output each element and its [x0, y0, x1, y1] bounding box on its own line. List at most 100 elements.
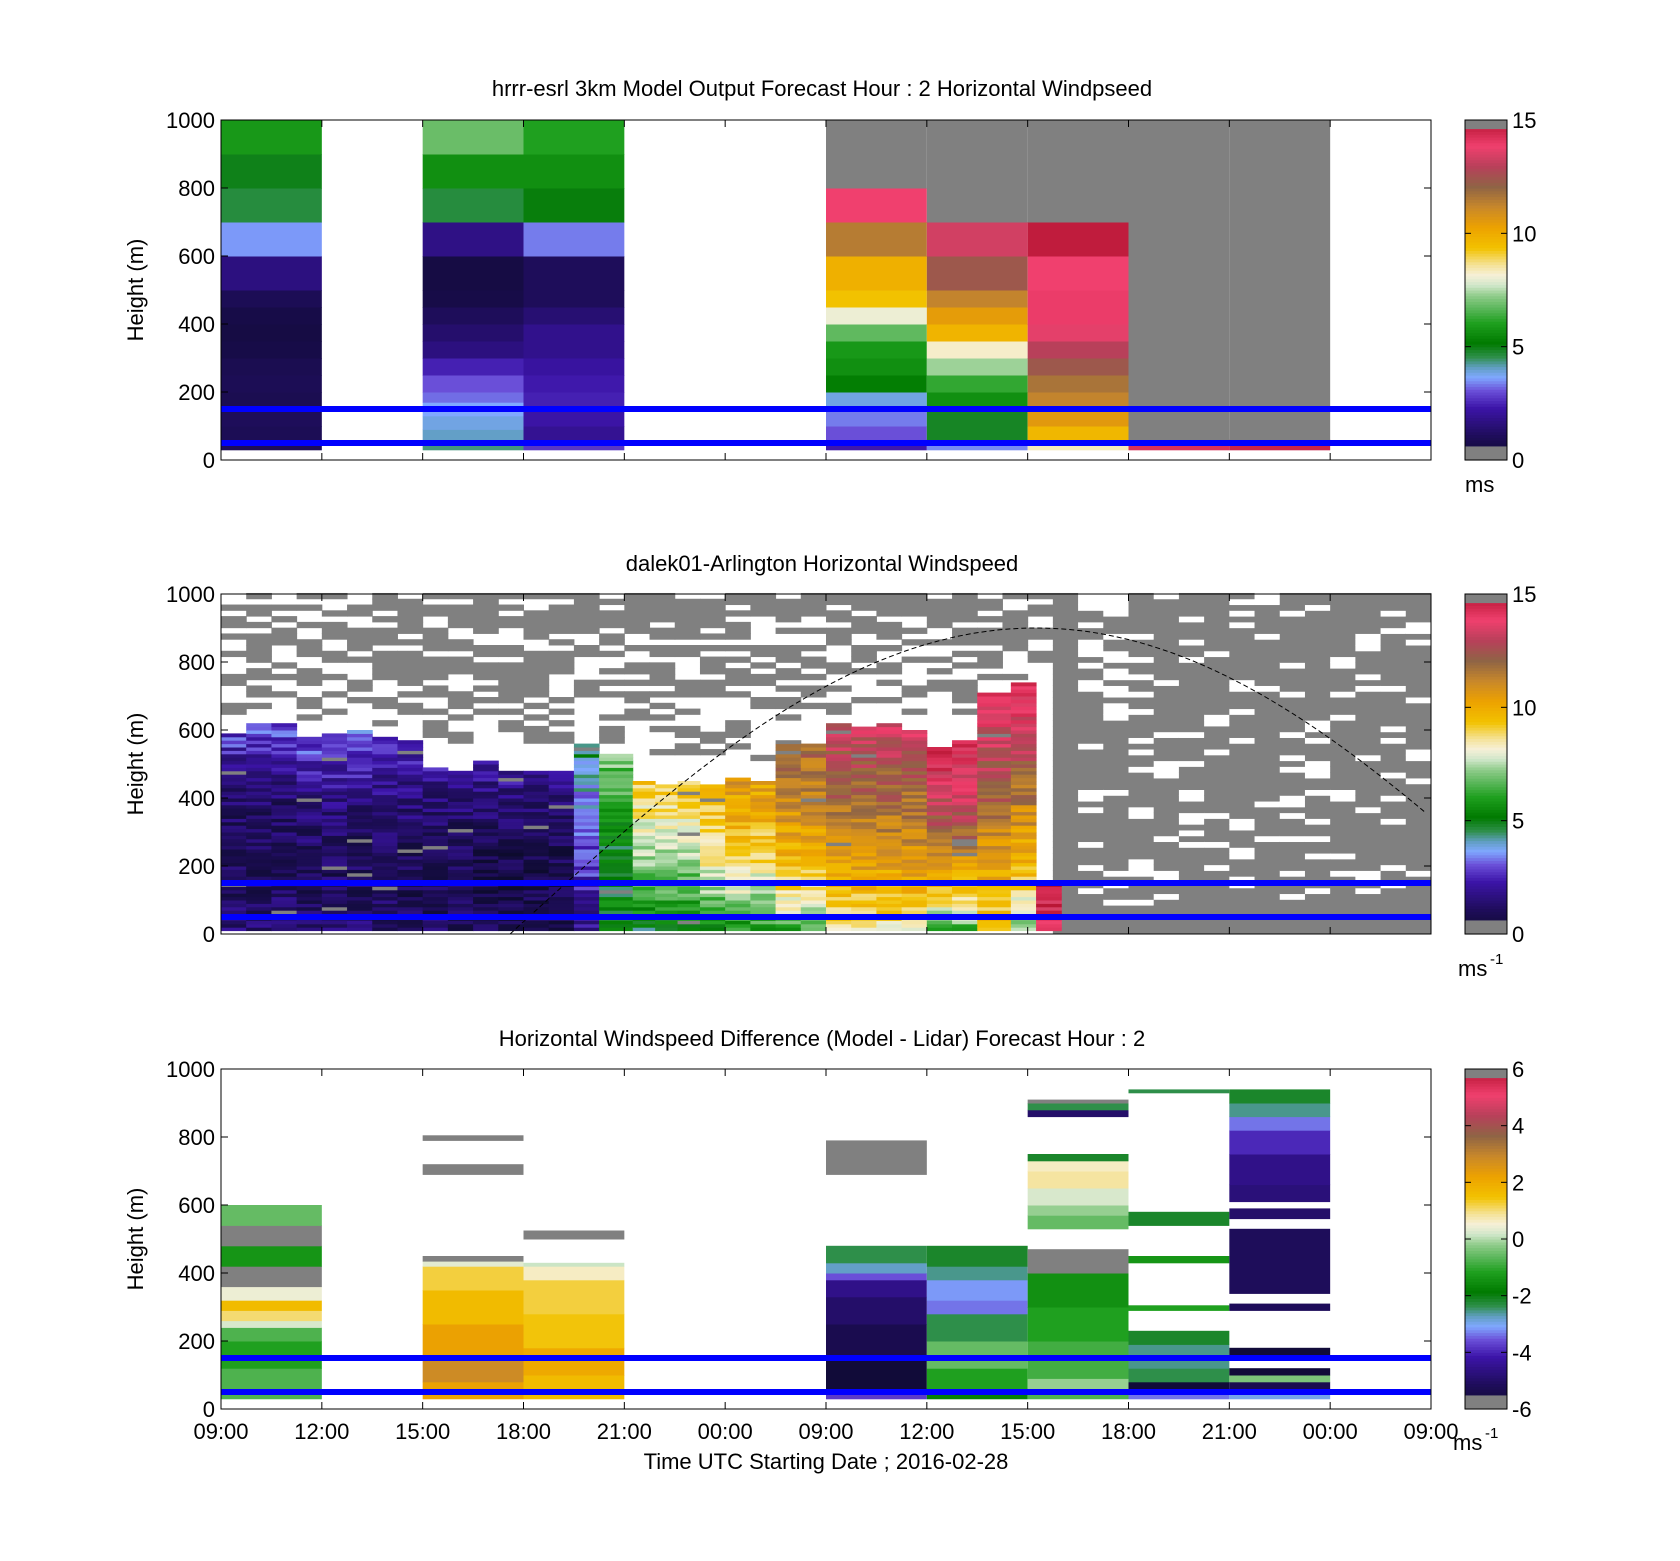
lidar-cell — [1405, 714, 1432, 721]
lidar-cell — [952, 808, 978, 813]
lidar-cell — [347, 784, 373, 789]
lidar-cell — [372, 859, 398, 864]
lidar-cell — [1052, 853, 1079, 860]
lidar-cell — [1128, 598, 1155, 606]
lidar-cell — [952, 801, 978, 806]
lidar-cell — [221, 736, 247, 741]
lidar-cell — [1010, 889, 1037, 894]
lidar-cell — [699, 900, 726, 904]
lidar-cell — [1010, 859, 1037, 864]
lidar-cell — [750, 859, 777, 864]
lidar-cell — [246, 821, 272, 826]
lidar-cell — [221, 825, 247, 830]
lidar-cell — [1204, 893, 1230, 900]
heatmap-cell — [422, 375, 524, 393]
lidar-cell — [548, 708, 575, 715]
lidar-cell — [699, 872, 726, 877]
lidar-cell — [1036, 906, 1062, 911]
colorbar-segment — [1465, 443, 1507, 447]
lidar-cell — [1204, 598, 1230, 606]
colorbar-segment — [1465, 630, 1507, 635]
lidar-cell — [1128, 922, 1155, 929]
lidar-cell — [952, 804, 978, 809]
colorbar-segment — [1465, 1219, 1507, 1223]
lidar-cell — [1052, 610, 1079, 617]
colorbar-segment — [1465, 1190, 1507, 1195]
lidar-cell — [1229, 731, 1256, 738]
lidar-cell — [1380, 662, 1407, 669]
lidar-cell — [1254, 760, 1281, 767]
lidar-cell — [775, 876, 802, 881]
lidar-cell — [926, 781, 953, 785]
heatmap-cell — [422, 358, 524, 376]
lidar-cell — [1128, 864, 1155, 871]
lidar-cell — [1380, 812, 1407, 819]
lidar-cell — [800, 604, 827, 611]
lidar-cell — [826, 804, 852, 809]
lidar-cell — [632, 842, 656, 847]
lidar-cell — [926, 787, 953, 792]
lidar-cell — [1355, 708, 1382, 715]
lidar-cell — [599, 835, 634, 840]
lidar-cell — [725, 691, 751, 698]
colorbar-segment — [1465, 625, 1507, 629]
colorbar-segment — [1465, 1122, 1507, 1127]
colorbar-segment — [1465, 128, 1507, 132]
colorbar-segment — [1465, 196, 1507, 200]
lidar-cell — [246, 927, 272, 932]
lidar-cell — [498, 852, 524, 857]
lidar-cell — [573, 770, 600, 775]
lidar-cell — [1405, 876, 1432, 883]
lidar-cell — [624, 714, 651, 721]
lidar-cell — [876, 767, 903, 772]
lidar-cell — [775, 896, 802, 901]
lidar-cell — [321, 808, 348, 813]
lidar-cell — [1355, 887, 1382, 895]
lidar-cell — [1330, 893, 1356, 900]
lidar-cell — [372, 736, 398, 741]
colorbar-segment — [1465, 854, 1507, 859]
lidar-cell — [699, 849, 726, 853]
lidar-cell — [1279, 650, 1306, 658]
lidar-cell — [952, 679, 978, 686]
colorbar-segment — [1465, 1355, 1507, 1359]
lidar-cell — [977, 869, 1012, 874]
lidar-cell — [523, 811, 550, 816]
heatmap-cell — [1027, 1378, 1129, 1390]
lidar-cell — [1153, 725, 1180, 733]
lidar-cell — [1153, 824, 1180, 831]
lidar-cell — [1178, 679, 1205, 686]
lidar-cell — [655, 815, 679, 819]
colorbar-segment — [1465, 1392, 1507, 1396]
lidar-cell — [1153, 702, 1180, 710]
lidar-cell — [372, 757, 398, 762]
lidar-cell — [1103, 673, 1129, 681]
lidar-cell — [1355, 870, 1382, 877]
lidar-cell — [347, 828, 373, 833]
lidar-cell — [1010, 927, 1037, 932]
lidar-cell — [1204, 824, 1230, 831]
lidar-cell — [321, 842, 348, 847]
lidar-cell — [977, 750, 1012, 755]
lidar-cell — [725, 893, 751, 898]
lidar-cell — [523, 798, 550, 802]
lidar-cell — [926, 845, 953, 850]
lidar-cell — [473, 777, 499, 782]
lidar-cell — [1254, 691, 1281, 698]
lidar-cell — [1178, 708, 1205, 715]
lidar-cell — [800, 656, 827, 663]
lidar-cell — [1052, 772, 1079, 779]
lidar-cell — [952, 697, 978, 704]
lidar-cell — [473, 852, 499, 857]
lidar-cell — [599, 791, 634, 796]
lidar-cell — [1010, 719, 1037, 724]
lidar-cell — [548, 825, 575, 830]
colorbar-segment — [1465, 445, 1507, 450]
lidar-cell — [271, 835, 298, 840]
lidar-cell — [1279, 725, 1306, 733]
heatmap-cell — [221, 1245, 322, 1267]
lidar-cell — [1153, 604, 1180, 611]
lidar-cell — [677, 784, 701, 789]
colorbar-segment — [1465, 1298, 1507, 1302]
lidar-cell — [1128, 656, 1155, 663]
